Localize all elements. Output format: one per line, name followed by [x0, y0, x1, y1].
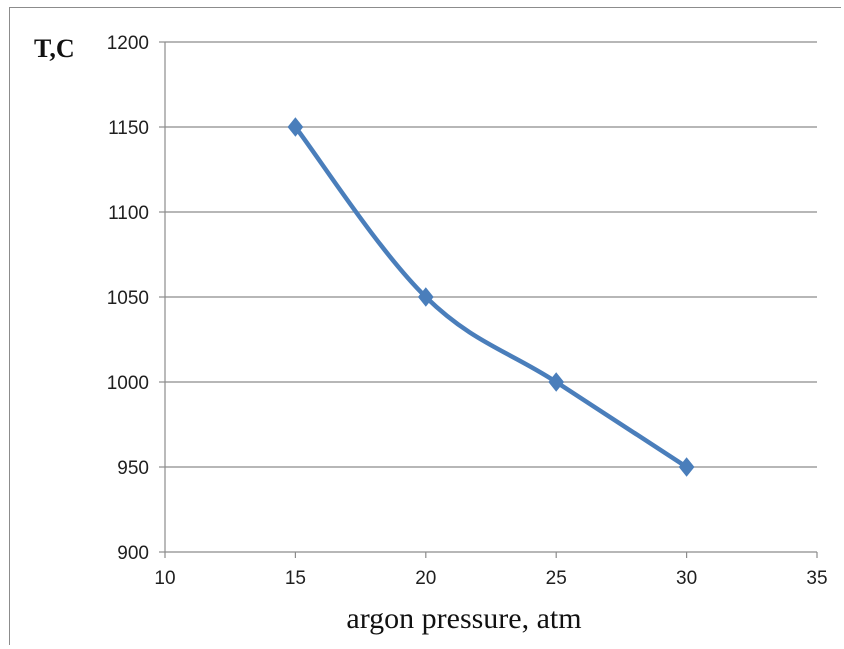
x-tick-label: 20 [415, 568, 436, 589]
data-point-marker [678, 457, 695, 477]
x-tick-label: 30 [676, 568, 697, 589]
x-tick-label: 15 [285, 568, 306, 589]
y-axis-ticks: 900 950 1000 1050 1100 1150 1200 [107, 33, 165, 564]
y-tick-label: 950 [117, 458, 149, 479]
x-axis-label: argon pressure, atm [346, 602, 581, 635]
y-tick-label: 900 [117, 543, 149, 564]
data-point-marker [548, 372, 565, 392]
data-point-marker [287, 117, 304, 137]
x-tick-label: 35 [806, 568, 827, 589]
y-tick-label: 1000 [107, 373, 149, 394]
y-tick-label: 1100 [108, 203, 149, 224]
y-tick-label: 1050 [107, 288, 149, 309]
data-point-marker [417, 287, 434, 307]
series-line [293, 124, 689, 470]
chart-area [9, 7, 841, 645]
y-tick-label: 1200 [107, 33, 149, 54]
x-axis-ticks: 10 15 20 25 30 35 [154, 552, 828, 589]
data-series [287, 117, 695, 477]
gridlines [165, 41, 817, 468]
y-axis-label: T,C [34, 34, 75, 63]
x-tick-label: 10 [154, 568, 175, 589]
y-tick-label: 1150 [108, 118, 149, 139]
x-tick-label: 25 [546, 568, 567, 589]
